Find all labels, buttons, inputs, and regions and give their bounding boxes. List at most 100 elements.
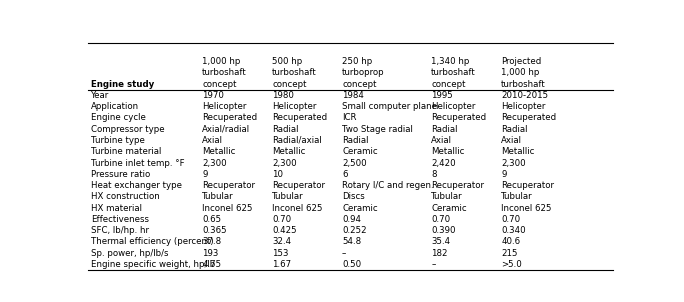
Text: 1995: 1995: [431, 91, 453, 100]
Text: Rotary I/C and regen.: Rotary I/C and regen.: [342, 181, 434, 190]
Text: Inconel 625: Inconel 625: [272, 204, 323, 213]
Text: Helicopter: Helicopter: [501, 102, 545, 111]
Text: 1970: 1970: [202, 91, 224, 100]
Text: 0.252: 0.252: [342, 226, 367, 235]
Text: 215: 215: [501, 249, 518, 258]
Text: Recuperator: Recuperator: [272, 181, 325, 190]
Text: 2,300: 2,300: [501, 159, 526, 168]
Text: 10: 10: [272, 170, 283, 179]
Text: Ceramic: Ceramic: [431, 204, 466, 213]
Text: Engine cycle: Engine cycle: [91, 114, 146, 122]
Text: 2,500: 2,500: [342, 159, 367, 168]
Text: 54.8: 54.8: [342, 237, 361, 246]
Text: 9: 9: [501, 170, 506, 179]
Text: Radial: Radial: [431, 125, 458, 134]
Text: Metallic: Metallic: [272, 147, 306, 156]
Text: Inconel 625: Inconel 625: [501, 204, 551, 213]
Text: 0.70: 0.70: [501, 215, 521, 224]
Text: Radial: Radial: [342, 136, 369, 145]
Text: 500 hp
turboshaft
concept: 500 hp turboshaft concept: [272, 57, 317, 88]
Text: Small computer plane: Small computer plane: [342, 102, 437, 111]
Text: Radial: Radial: [272, 125, 299, 134]
Text: 0.50: 0.50: [342, 260, 361, 269]
Text: 0.390: 0.390: [431, 226, 456, 235]
Text: Recuperator: Recuperator: [501, 181, 554, 190]
Text: SFC, lb/hp. hr: SFC, lb/hp. hr: [91, 226, 149, 235]
Text: Recuperator: Recuperator: [431, 181, 484, 190]
Text: Inconel 625: Inconel 625: [202, 204, 252, 213]
Text: 1,340 hp
turboshaft
concept: 1,340 hp turboshaft concept: [431, 57, 476, 88]
Text: Metallic: Metallic: [501, 147, 534, 156]
Text: Pressure ratio: Pressure ratio: [91, 170, 150, 179]
Text: Effectiveness: Effectiveness: [91, 215, 149, 224]
Text: HX material: HX material: [91, 204, 142, 213]
Text: Recuperated: Recuperated: [202, 114, 257, 122]
Text: –: –: [342, 249, 346, 258]
Text: Axial: Axial: [202, 136, 223, 145]
Text: Tubular: Tubular: [272, 192, 304, 201]
Text: Turbine material: Turbine material: [91, 147, 161, 156]
Text: Tubular: Tubular: [501, 192, 533, 201]
Text: Axial: Axial: [431, 136, 452, 145]
Text: Engine specific weight, hp/lb: Engine specific weight, hp/lb: [91, 260, 215, 269]
Text: Engine study: Engine study: [91, 79, 154, 88]
Text: 8: 8: [431, 170, 436, 179]
Text: Helicopter: Helicopter: [272, 102, 317, 111]
Text: Radial/axial: Radial/axial: [272, 136, 322, 145]
Text: Ceramic: Ceramic: [342, 147, 378, 156]
Text: ICR: ICR: [342, 114, 356, 122]
Text: HX construction: HX construction: [91, 192, 159, 201]
Text: 6: 6: [342, 170, 347, 179]
Text: 0.365: 0.365: [202, 226, 227, 235]
Text: 4.75: 4.75: [202, 260, 221, 269]
Text: 40.6: 40.6: [501, 237, 521, 246]
Text: 0.65: 0.65: [202, 215, 221, 224]
Text: Metallic: Metallic: [202, 147, 235, 156]
Text: 250 hp
turboprop
concept: 250 hp turboprop concept: [342, 57, 384, 88]
Text: Discs: Discs: [342, 192, 365, 201]
Text: 193: 193: [202, 249, 218, 258]
Text: Tubular: Tubular: [202, 192, 234, 201]
Text: Recuperated: Recuperated: [431, 114, 486, 122]
Text: Thermal efficiency (percent): Thermal efficiency (percent): [91, 237, 213, 246]
Text: Sp. power, hp/lb/s: Sp. power, hp/lb/s: [91, 249, 168, 258]
Text: Two Stage radial: Two Stage radial: [342, 125, 413, 134]
Text: 32.4: 32.4: [272, 237, 291, 246]
Text: Turbine inlet temp. °F: Turbine inlet temp. °F: [91, 159, 185, 168]
Text: 2010-2015: 2010-2015: [501, 91, 548, 100]
Text: 1984: 1984: [342, 91, 364, 100]
Text: 153: 153: [272, 249, 289, 258]
Text: Metallic: Metallic: [431, 147, 464, 156]
Text: 182: 182: [431, 249, 447, 258]
Text: Recuperator: Recuperator: [202, 181, 255, 190]
Text: 1.67: 1.67: [272, 260, 291, 269]
Text: Turbine type: Turbine type: [91, 136, 145, 145]
Text: 37.8: 37.8: [202, 237, 221, 246]
Text: Helicopter: Helicopter: [202, 102, 246, 111]
Text: Ceramic: Ceramic: [342, 204, 378, 213]
Text: 0.340: 0.340: [501, 226, 526, 235]
Text: Projected
1,000 hp
turboshaft: Projected 1,000 hp turboshaft: [501, 57, 546, 88]
Text: 0.70: 0.70: [272, 215, 291, 224]
Text: Recuperated: Recuperated: [272, 114, 327, 122]
Text: >5.0: >5.0: [501, 260, 522, 269]
Text: Radial: Radial: [501, 125, 527, 134]
Text: Axial/radial: Axial/radial: [202, 125, 250, 134]
Text: 1980: 1980: [272, 91, 294, 100]
Text: 2,420: 2,420: [431, 159, 456, 168]
Text: 2,300: 2,300: [272, 159, 297, 168]
Text: 0.94: 0.94: [342, 215, 361, 224]
Text: Helicopter: Helicopter: [431, 102, 475, 111]
Text: Compressor type: Compressor type: [91, 125, 164, 134]
Text: Heat exchanger type: Heat exchanger type: [91, 181, 182, 190]
Text: 0.425: 0.425: [272, 226, 297, 235]
Text: –: –: [431, 260, 436, 269]
Text: 2,300: 2,300: [202, 159, 227, 168]
Text: 35.4: 35.4: [431, 237, 450, 246]
Text: Axial: Axial: [501, 136, 522, 145]
Text: 9: 9: [202, 170, 207, 179]
Text: 0.70: 0.70: [431, 215, 450, 224]
Text: Tubular: Tubular: [431, 192, 463, 201]
Text: 1,000 hp
turboshaft
concept: 1,000 hp turboshaft concept: [202, 57, 247, 88]
Text: Application: Application: [91, 102, 139, 111]
